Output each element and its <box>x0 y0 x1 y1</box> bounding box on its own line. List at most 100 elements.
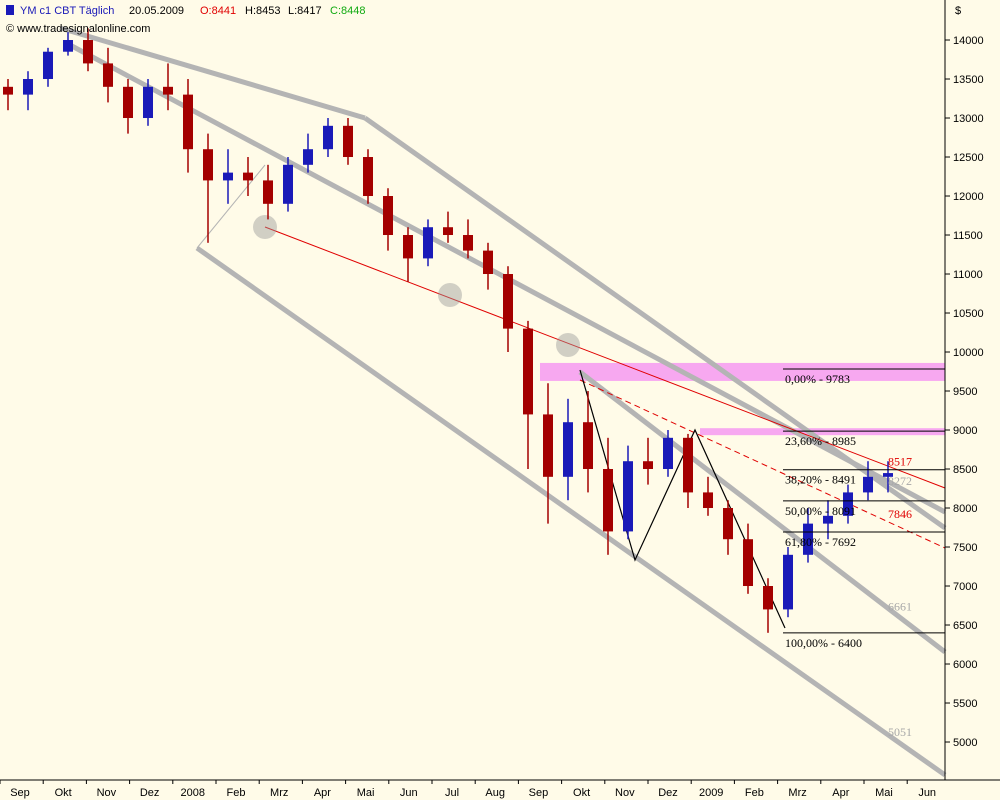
candle-body <box>543 414 553 477</box>
candle-body <box>83 40 93 64</box>
y-tick-label: 9000 <box>953 425 977 437</box>
date: 20.05.2009 <box>129 5 184 17</box>
candle-body <box>563 422 573 477</box>
candle-body <box>223 172 233 181</box>
candle-body <box>23 79 33 95</box>
y-tick-label: 10000 <box>953 347 984 359</box>
candle-body <box>263 180 273 204</box>
price-label: 5051 <box>888 725 912 739</box>
x-tick-label: Mrz <box>788 787 806 799</box>
fib-band <box>540 362 945 381</box>
x-tick-label: Mrz <box>270 787 288 799</box>
y-tick-label: 9500 <box>953 386 977 398</box>
candle-body <box>883 473 893 477</box>
x-tick-label: Apr <box>832 787 849 799</box>
candle-body <box>863 476 873 493</box>
candle-body <box>283 164 293 204</box>
x-tick-label: Feb <box>745 787 764 799</box>
y-tick-label: 7500 <box>953 542 977 554</box>
x-tick-label: Sep <box>529 787 549 799</box>
x-tick-label: Mai <box>357 787 375 799</box>
close-label: C:8448 <box>330 5 365 17</box>
candle-body <box>823 515 833 524</box>
open-label: O:8441 <box>200 5 236 17</box>
x-tick-label: Apr <box>314 787 331 799</box>
x-tick-label: Jun <box>918 787 936 799</box>
x-tick-label: Nov <box>615 787 635 799</box>
y-tick-label: 12000 <box>953 191 984 203</box>
candle-body <box>483 250 493 275</box>
x-tick-label: Dez <box>140 787 160 799</box>
y-tick-label: 5000 <box>953 737 977 749</box>
y-tick-label: 14000 <box>953 35 984 47</box>
touch-point <box>556 333 580 357</box>
candle-body <box>643 461 653 470</box>
candle-body <box>503 274 513 329</box>
candle-body <box>403 235 413 259</box>
candle-body <box>303 149 313 165</box>
x-tick-label: Sep <box>10 787 30 799</box>
candle-body <box>203 149 213 181</box>
x-tick-label: 2008 <box>181 787 205 799</box>
price-label: 8272 <box>888 474 912 488</box>
fib-label: 50,00% - 8091 <box>785 504 856 518</box>
x-tick-label: 2009 <box>699 787 723 799</box>
fib-label: 38,20% - 8491 <box>785 473 856 487</box>
candle-body <box>683 437 693 493</box>
axes: 5000 5500 6000 6500 7000 7500 8000 8500 9000 9500… <box>0 35 984 799</box>
symbol: YM c1 CBT Täglich <box>20 5 114 17</box>
candle-body <box>103 63 113 87</box>
symbol-icon <box>6 5 14 15</box>
y-tick-label: 5500 <box>953 698 977 710</box>
y-tick-label: 13000 <box>953 113 984 125</box>
y-tick-label: 12500 <box>953 152 984 164</box>
touch-point <box>253 215 277 239</box>
candle-body <box>423 227 433 259</box>
candles <box>3 28 893 633</box>
y-tick-label: 10500 <box>953 308 984 320</box>
candle-body <box>3 86 13 95</box>
candle-body <box>463 235 473 251</box>
low-label: L:8417 <box>288 5 322 17</box>
candle-body <box>43 51 53 80</box>
candle-body <box>443 227 453 236</box>
x-tick-label: Jul <box>445 787 459 799</box>
fib-label: 0,00% - 9783 <box>785 372 850 386</box>
candle-body <box>723 508 733 540</box>
channel-line <box>59 25 366 121</box>
x-tick-label: Dez <box>658 787 678 799</box>
price-label: 7846 <box>888 507 912 521</box>
x-tick-label: Jun <box>400 787 418 799</box>
candle-body <box>843 492 853 516</box>
price-label: 6661 <box>888 599 912 613</box>
candle-body <box>63 40 73 52</box>
candle-body <box>623 461 633 532</box>
candle-body <box>803 523 813 555</box>
y-tick-label: 7000 <box>953 581 977 593</box>
channel-line <box>578 370 947 654</box>
y-tick-label: 8500 <box>953 464 977 476</box>
candle-body <box>163 86 173 95</box>
y-tick-label: 6000 <box>953 659 977 671</box>
candle-body <box>383 196 393 236</box>
y-tick-label: 11500 <box>953 230 983 242</box>
candle-body <box>763 586 773 610</box>
candle-body <box>703 492 713 509</box>
fib-label: 100,00% - 6400 <box>785 636 862 650</box>
candle-body <box>143 86 153 119</box>
fib-levels: 0,00% - 9783 23,60% - 8985 38,20% - 8491 50… <box>783 368 945 739</box>
y-axis-label: $ <box>955 5 961 17</box>
x-tick-label: Mai <box>875 787 893 799</box>
candle-body <box>123 86 133 119</box>
candle-body <box>183 94 193 150</box>
y-tick-label: 8000 <box>953 503 977 515</box>
candle-body <box>523 328 533 415</box>
y-tick-label: 11000 <box>953 269 983 281</box>
price-label: 8517 <box>888 455 912 469</box>
y-tick-label: 13500 <box>953 74 984 86</box>
candle-body <box>603 469 613 532</box>
candle-body <box>243 172 253 181</box>
fib-label: 23,60% - 8985 <box>785 434 856 448</box>
x-tick-label: Nov <box>97 787 117 799</box>
